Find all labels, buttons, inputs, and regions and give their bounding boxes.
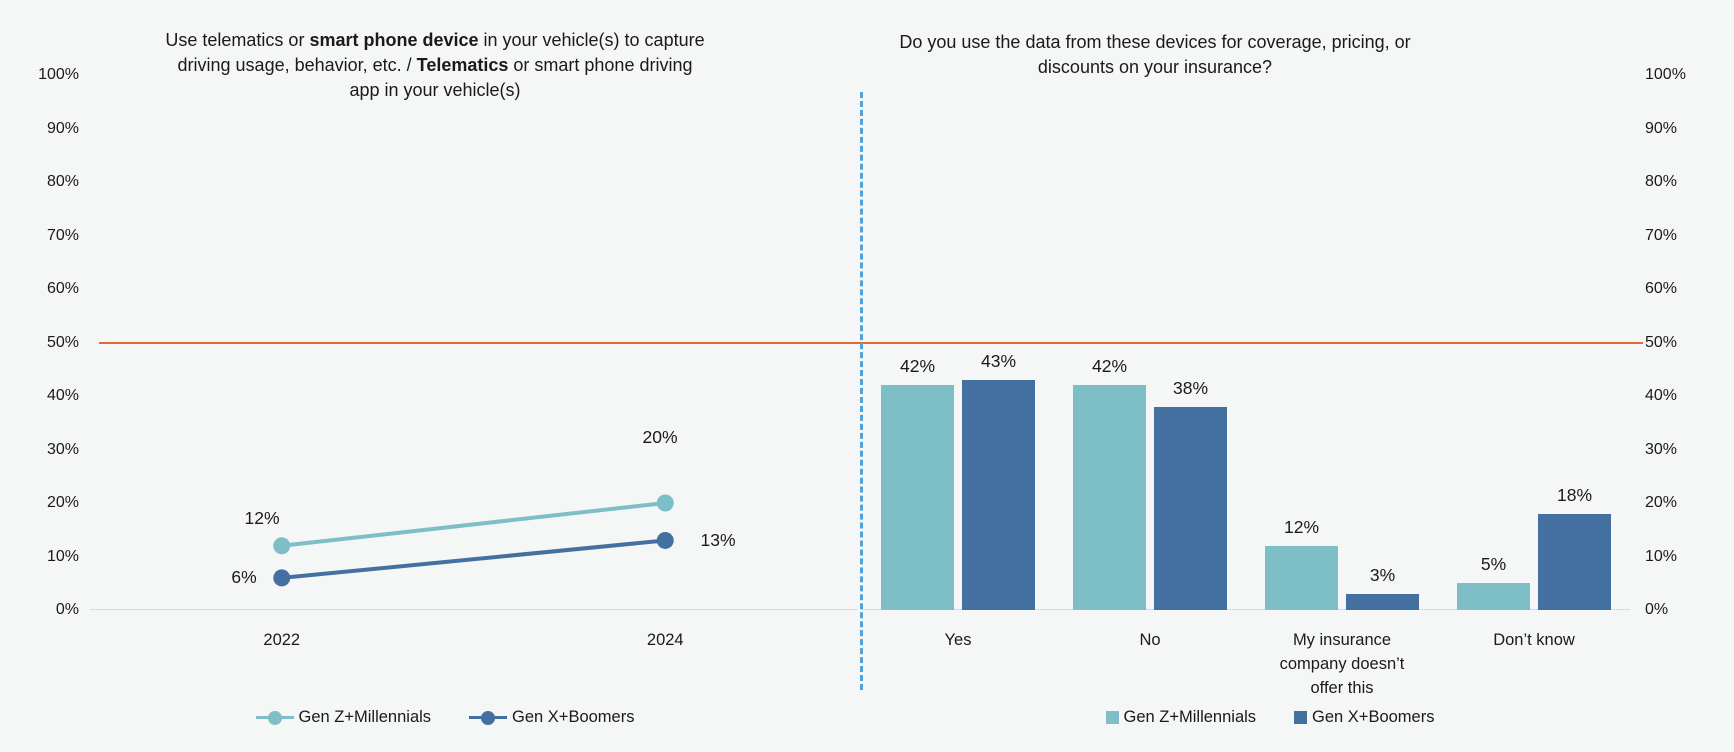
y-axis-tick-label: 0% xyxy=(1645,601,1669,618)
y-axis-tick-label: 100% xyxy=(1645,66,1686,83)
bar-group: 5% 18% xyxy=(1438,75,1630,610)
line-value-label: 20% xyxy=(642,427,678,447)
x-axis-category-label: No xyxy=(1139,631,1161,649)
y-axis-tick-label: 90% xyxy=(46,119,79,137)
x-axis-category-label: 2024 xyxy=(646,631,684,649)
legend-entry: Gen X+Boomers xyxy=(1294,708,1434,727)
bar-value-label: 5% xyxy=(1480,554,1507,575)
fifty-percent-reference-line xyxy=(99,342,1643,344)
legend-line-marker-icon xyxy=(267,710,282,725)
y-axis-tick-label: 50% xyxy=(46,333,79,351)
x-axis-category-label: My insurance company doesn’t offer this xyxy=(1279,631,1405,697)
bar: 12% xyxy=(1265,517,1338,610)
bar-value-label: 43% xyxy=(980,350,1017,371)
x-axis-category-label: Yes xyxy=(944,631,972,649)
bar: 42% xyxy=(1073,356,1146,610)
legend-line-marker-icon xyxy=(481,710,496,725)
left-chart-title: Use telematics or smart phone device in … xyxy=(110,28,760,103)
line-value-label: 6% xyxy=(231,567,257,587)
right-chart-x-axis-line xyxy=(862,609,1630,610)
title-line: driving usage, behavior, etc. / Telemati… xyxy=(177,55,693,75)
legend-entry: Gen Z+Millennials xyxy=(1105,708,1257,727)
data-point-marker xyxy=(656,531,674,549)
bar: 5% xyxy=(1457,554,1530,610)
y-axis-tick-label: 40% xyxy=(46,387,79,404)
legend-label: Gen Z+Millennials xyxy=(298,708,432,726)
y-axis-tick-label: 80% xyxy=(46,173,79,190)
legend-entry: Gen X+Boomers xyxy=(469,708,634,727)
line-value-label: 12% xyxy=(244,508,280,528)
panel-divider-dashed-line xyxy=(860,92,863,690)
title-line: Do you use the data from these devices f… xyxy=(899,32,1411,52)
legend-label: Gen X+Boomers xyxy=(1312,708,1435,726)
bar-value-label: 38% xyxy=(1172,377,1209,398)
bar: 38% xyxy=(1154,378,1227,610)
legend-entry: Gen Z+Millennials xyxy=(255,708,432,727)
y-axis-tick-label: 90% xyxy=(1645,119,1678,137)
y-axis-tick-label: 10% xyxy=(46,547,79,565)
title-line: discounts on your insurance? xyxy=(1037,57,1273,77)
y-axis-tick-label: 20% xyxy=(46,494,79,511)
data-point-marker xyxy=(273,537,291,555)
legend-line-marker-icon xyxy=(469,710,508,725)
right-chart-legend: Gen Z+Millennials Gen X+Boomers xyxy=(1000,708,1540,727)
y-axis-tick-label: 100% xyxy=(38,66,79,83)
bar-chart-plot: 42% 43% 42% 38% 12% 3% 5% 18% xyxy=(862,75,1630,610)
title-line: Use telematics or smart phone device in … xyxy=(165,30,705,50)
bar-value-label: 18% xyxy=(1556,484,1593,505)
bar-value-label: 42% xyxy=(899,356,936,377)
bar-value-label: 42% xyxy=(1091,356,1128,377)
data-point-marker xyxy=(273,569,291,587)
y-axis-tick-label: 70% xyxy=(1645,226,1678,244)
bar-value-label: 12% xyxy=(1283,516,1320,537)
legend-square-marker-icon xyxy=(1105,711,1119,724)
bar: 3% xyxy=(1346,565,1419,610)
legend-line-marker-icon xyxy=(255,710,294,725)
left-chart-x-axis-line xyxy=(90,609,857,610)
bar: 43% xyxy=(962,351,1035,610)
y-axis-tick-label: 10% xyxy=(1645,547,1678,565)
y-axis-tick-label: 50% xyxy=(1645,333,1678,351)
y-axis-tick-label: 70% xyxy=(46,226,79,244)
y-axis-tick-label: 40% xyxy=(1645,387,1678,404)
x-axis-category-label: 2022 xyxy=(263,631,301,649)
right-chart-title: Do you use the data from these devices f… xyxy=(875,30,1435,80)
bar-chart-category-labels: Yes No My insurance company doesn’t offer … xyxy=(862,628,1630,700)
y-axis-tick-label: 30% xyxy=(46,440,79,458)
bar-group: 42% 38% xyxy=(1054,75,1246,610)
legend-label: Gen X+Boomers xyxy=(512,708,635,726)
y-axis-tick-label: 30% xyxy=(1645,440,1678,458)
title-line: app in your vehicle(s) xyxy=(349,80,521,100)
bar-group: 42% 43% xyxy=(862,75,1054,610)
x-axis-category-label: Don’t know xyxy=(1493,631,1575,649)
bar: 42% xyxy=(881,356,954,610)
y-axis-tick-label: 80% xyxy=(1645,173,1678,190)
line-value-label: 13% xyxy=(700,530,736,550)
y-axis-tick-label: 0% xyxy=(55,601,79,618)
left-chart-legend: Gen Z+Millennials Gen X+Boomers xyxy=(145,708,745,727)
bar-group: 12% 3% xyxy=(1246,75,1438,610)
legend-square-marker-icon xyxy=(1294,711,1308,724)
data-point-marker xyxy=(656,494,674,512)
bar-value-label: 3% xyxy=(1369,564,1396,585)
legend-label: Gen Z+Millennials xyxy=(1123,708,1257,726)
y-axis-tick-label: 60% xyxy=(46,280,79,297)
trend-line xyxy=(281,501,666,548)
bar: 18% xyxy=(1538,485,1611,610)
y-axis-tick-label: 20% xyxy=(1645,494,1678,511)
trend-line xyxy=(281,538,666,580)
y-axis-tick-label: 60% xyxy=(1645,280,1678,297)
